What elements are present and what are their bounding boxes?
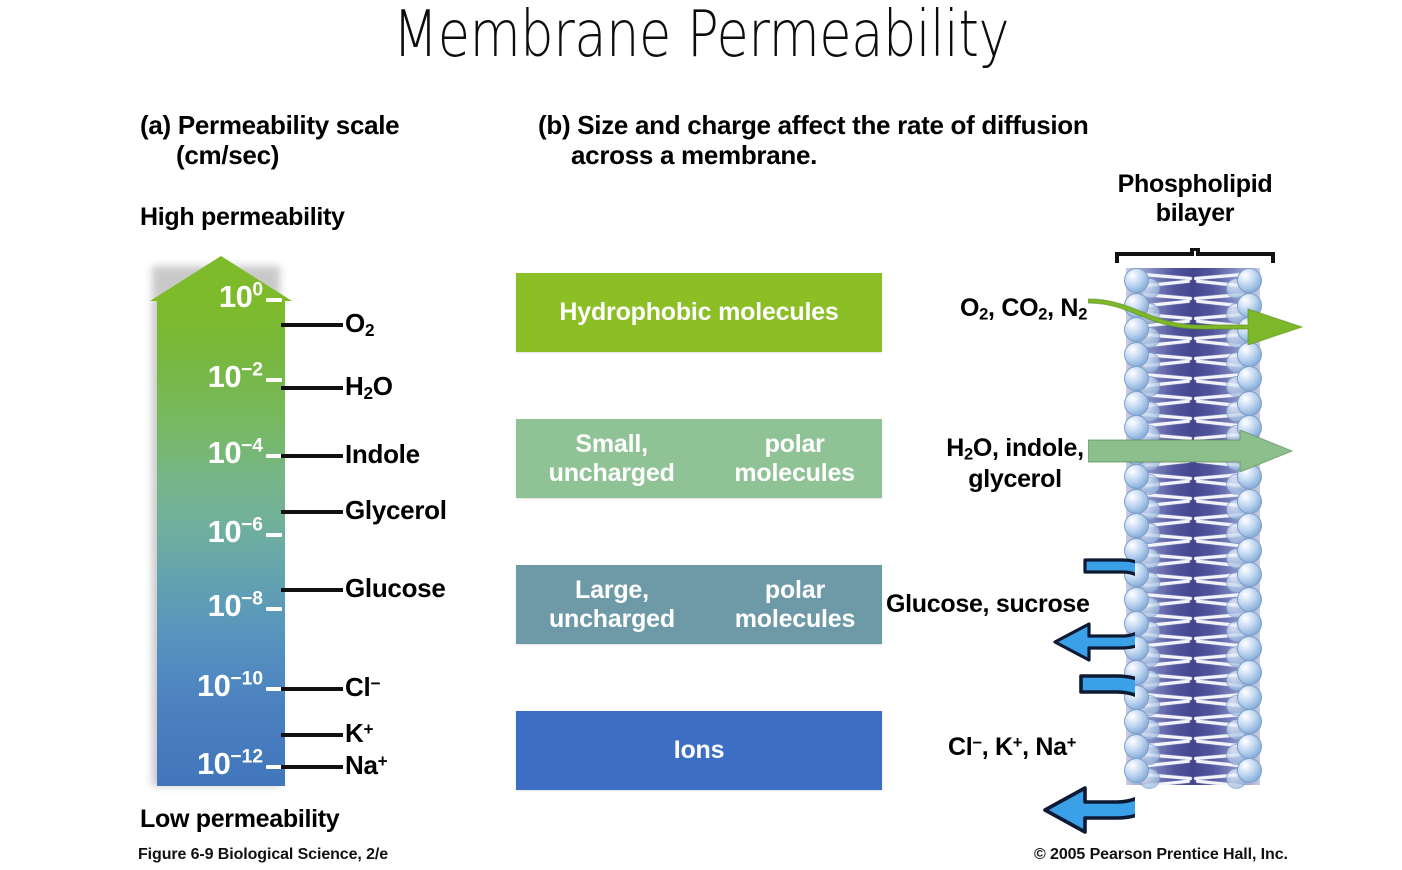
phospholipid-head xyxy=(1237,660,1262,685)
copyright-credit: © 2005 Pearson Prentice Hall, Inc. xyxy=(1034,846,1288,863)
blocked-arrow-ions xyxy=(1043,674,1135,834)
phospholipid-head xyxy=(1124,709,1149,734)
molecule-label: Cl− xyxy=(345,672,381,702)
low-permeability-label: Low permeability xyxy=(140,805,340,833)
phospholipid-head xyxy=(1124,390,1149,416)
phospholipid-bilayer-label: Phospholipid bilayer xyxy=(1090,170,1300,228)
phospholipid-head xyxy=(1237,611,1262,636)
scale-tick-dash xyxy=(266,298,282,302)
phospholipid-head xyxy=(1124,513,1149,538)
phospholipid-head xyxy=(1237,390,1262,416)
phospholipid-head xyxy=(1124,366,1149,391)
molecule-leader-line xyxy=(281,765,343,769)
phospholipid-head xyxy=(1237,758,1262,783)
phospholipid-head xyxy=(1237,537,1262,563)
phospholipid-head xyxy=(1124,341,1149,367)
phospholipid-head xyxy=(1237,733,1262,759)
molecule-leader-line xyxy=(281,510,343,514)
diffusion-arrow-small-polar xyxy=(1088,430,1294,472)
molecule-leader-line xyxy=(281,454,343,458)
scale-tick-label: 10−2 xyxy=(207,359,263,394)
panel-a-marker: (a) xyxy=(140,110,171,140)
category-label-line: Hydrophobic molecules xyxy=(559,298,839,326)
scale-tick-label: 10−8 xyxy=(207,588,263,623)
phospholipid-head xyxy=(1237,586,1262,612)
molecule-leader-line xyxy=(281,588,343,592)
panel-a-heading-line1: Permeability scale xyxy=(177,110,400,140)
bilayer-label-line2: bilayer xyxy=(1155,199,1235,227)
molecule-leader-line xyxy=(281,323,343,327)
scale-arrow-head xyxy=(150,256,292,301)
panel-b-heading-line1: Size and charge affect the rate of diffu… xyxy=(577,110,1089,140)
phospholipid-head xyxy=(1237,366,1262,391)
permeability-scale-arrow xyxy=(157,299,285,786)
scale-tick-dash xyxy=(266,765,282,769)
phospholipid-head xyxy=(1237,562,1262,587)
phospholipid-head xyxy=(1237,635,1262,661)
figure-credit: Figure 6-9 Biological Science, 2/e xyxy=(138,846,389,863)
category-box: Ions xyxy=(516,711,882,790)
scale-tick-dash xyxy=(266,607,282,611)
molecule-leader-line xyxy=(281,733,343,737)
panel-a-heading: (a) Permeability scale (cm/sec) xyxy=(140,110,470,170)
transport-label: Cl−, K+, Na+ xyxy=(948,733,1077,761)
category-label-line: Ions xyxy=(673,736,725,764)
page-title: Membrane Permeability xyxy=(392,0,1010,72)
phospholipid-head xyxy=(1237,488,1262,514)
phospholipid-head xyxy=(1237,709,1262,734)
molecule-label: Indole xyxy=(345,439,420,469)
panel-a-heading-line2: (cm/sec) xyxy=(176,140,280,171)
molecule-label: H2O xyxy=(345,371,393,403)
phospholipid-head xyxy=(1124,733,1149,759)
scale-tick-label: 10−10 xyxy=(196,668,263,703)
blocked-arrow-large-polar xyxy=(1053,558,1135,662)
phospholipid-head xyxy=(1124,488,1149,514)
bilayer-bracket-icon xyxy=(1115,248,1275,263)
scale-tick-label: 10−6 xyxy=(207,514,263,549)
category-box: Large, uncharged polar molecules xyxy=(516,565,882,644)
high-permeability-label: High permeability xyxy=(140,203,345,231)
molecule-leader-line xyxy=(281,386,343,390)
molecule-label: O2 xyxy=(345,308,375,340)
category-box: Hydrophobic molecules xyxy=(516,273,882,352)
panel-b-heading: (b) Size and charge affect the rate of d… xyxy=(538,110,1218,170)
scale-tick-dash xyxy=(266,533,282,537)
panel-b-heading-line2: across a membrane. xyxy=(571,140,818,171)
phospholipid-head xyxy=(1237,341,1262,367)
scale-tick-dash xyxy=(266,378,282,382)
diffusion-arrow-hydrophobic xyxy=(1088,298,1304,345)
phospholipid-head xyxy=(1124,464,1149,489)
molecule-label: Glycerol xyxy=(345,495,447,525)
scale-tick-label: 10−4 xyxy=(207,435,263,470)
transport-label: Glucose, sucrose xyxy=(886,590,1090,618)
panel-b-marker: (b) xyxy=(538,110,571,140)
category-label-line: Small, uncharged xyxy=(548,429,675,487)
phospholipid-head xyxy=(1237,684,1262,710)
category-label-line: polar molecules xyxy=(734,429,855,487)
category-label-line: polar molecules xyxy=(734,575,856,633)
molecule-label: Na+ xyxy=(345,750,388,780)
transport-label: O2, CO2, N2 xyxy=(960,294,1088,324)
scale-tick-dash xyxy=(266,687,282,691)
category-box: Small, uncharged polar molecules xyxy=(516,419,882,498)
molecule-label: K+ xyxy=(345,718,374,748)
bilayer-label-line1: Phospholipid xyxy=(1117,170,1273,198)
scale-tick-label: 100 xyxy=(218,279,263,314)
molecule-leader-line xyxy=(281,687,343,691)
scale-tick-dash xyxy=(266,454,282,458)
phospholipid-head xyxy=(1124,758,1149,783)
phospholipid-head xyxy=(1237,513,1262,538)
category-label-line: Large, uncharged xyxy=(548,575,675,633)
transport-label: H2O, indole, glycerol xyxy=(946,434,1084,494)
scale-tick-label: 10−12 xyxy=(196,746,263,781)
molecule-label: Glucose xyxy=(345,573,446,603)
